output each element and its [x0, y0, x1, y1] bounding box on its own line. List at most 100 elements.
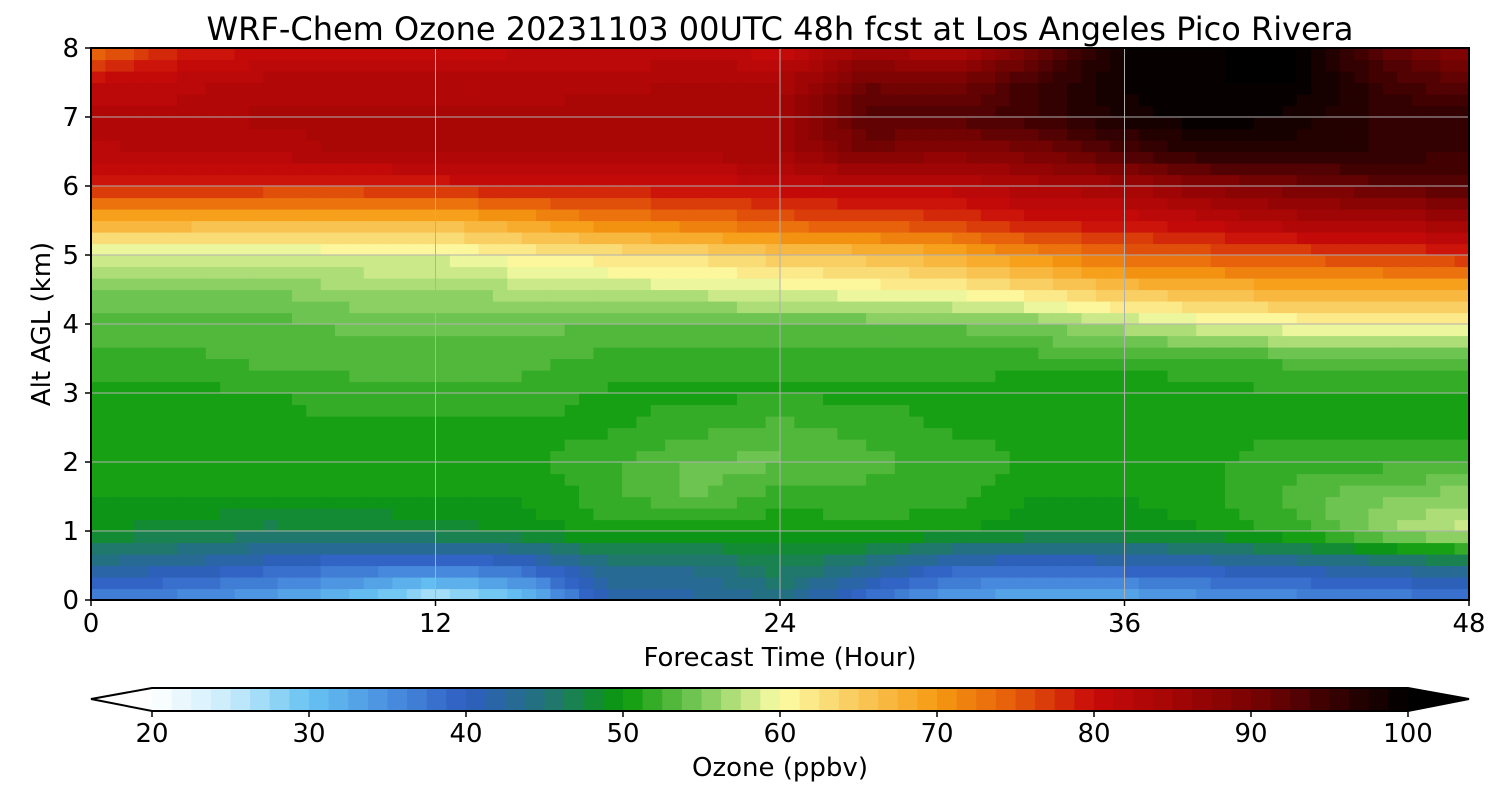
- heatmap-cell: [751, 416, 767, 429]
- heatmap-cell: [105, 312, 121, 325]
- heatmap-cell: [535, 186, 551, 199]
- heatmap-cell: [952, 197, 968, 210]
- heatmap-cell: [1153, 427, 1169, 440]
- heatmap-cell: [91, 404, 106, 417]
- heatmap-cell: [205, 71, 221, 84]
- heatmap-cell: [421, 94, 437, 107]
- heatmap-cell: [995, 117, 1011, 130]
- heatmap-cell: [363, 117, 379, 130]
- heatmap-cell: [1110, 531, 1126, 544]
- heatmap-cell: [780, 289, 795, 302]
- heatmap-cell: [966, 289, 982, 302]
- heatmap-cell: [1368, 565, 1384, 578]
- heatmap-cell: [665, 531, 681, 544]
- heatmap-cell: [507, 117, 523, 130]
- heatmap-cell: [579, 105, 594, 118]
- heatmap-cell: [679, 358, 695, 371]
- heatmap-cell: [751, 105, 767, 118]
- heatmap-cell: [535, 393, 551, 406]
- heatmap-cell: [794, 289, 810, 302]
- heatmap-cell: [1052, 289, 1068, 302]
- heatmap-cell: [1024, 404, 1039, 417]
- heatmap-cell: [507, 105, 523, 118]
- heatmap-cell: [478, 220, 494, 233]
- heatmap-cell: [823, 140, 839, 153]
- heatmap-cell: [1110, 554, 1126, 567]
- heatmap-cell: [866, 301, 882, 314]
- heatmap-cell: [780, 519, 795, 532]
- heatmap-cell: [607, 324, 623, 337]
- heatmap-cell: [1368, 531, 1384, 544]
- heatmap-cell: [1038, 381, 1054, 394]
- heatmap-cell: [535, 151, 551, 164]
- heatmap-cell: [1196, 209, 1212, 222]
- heatmap-cell: [421, 197, 437, 210]
- heatmap-cell: [808, 370, 824, 383]
- heatmap-cell: [177, 94, 193, 107]
- heatmap-cell: [1239, 565, 1255, 578]
- heatmap-cell: [220, 186, 236, 199]
- heatmap-cell: [306, 232, 322, 245]
- heatmap-cell: [1397, 232, 1413, 245]
- heatmap-cell: [1138, 462, 1154, 475]
- heatmap-cell: [736, 209, 752, 222]
- heatmap-cell: [794, 416, 810, 429]
- heatmap-cell: [1425, 59, 1441, 72]
- colorbar-cell: [544, 688, 565, 711]
- heatmap-cell: [349, 381, 365, 394]
- heatmap-cell: [406, 565, 422, 578]
- heatmap-cell: [693, 519, 709, 532]
- heatmap-cell: [1239, 312, 1255, 325]
- heatmap-cell: [162, 163, 178, 176]
- heatmap-cell: [449, 82, 465, 95]
- heatmap-cell: [894, 542, 910, 555]
- heatmap-cell: [320, 450, 336, 463]
- heatmap-cell: [679, 220, 695, 233]
- heatmap-cell: [392, 117, 408, 130]
- heatmap-cell: [622, 186, 638, 199]
- heatmap-cell: [134, 48, 150, 61]
- heatmap-cell: [909, 427, 925, 440]
- heatmap-cell: [780, 301, 795, 314]
- heatmap-cell: [1138, 163, 1154, 176]
- heatmap-cell: [378, 370, 394, 383]
- heatmap-cell: [1440, 450, 1456, 463]
- heatmap-cell: [851, 82, 867, 95]
- heatmap-cell: [679, 439, 695, 452]
- heatmap-cell: [622, 232, 638, 245]
- heatmap-cell: [1425, 335, 1441, 348]
- heatmap-cell: [320, 473, 336, 486]
- heatmap-cell: [794, 186, 810, 199]
- heatmap-cell: [636, 531, 652, 544]
- heatmap-cell: [880, 186, 896, 199]
- heatmap-cell: [263, 335, 279, 348]
- heatmap-cell: [535, 220, 551, 233]
- heatmap-cell: [837, 289, 853, 302]
- heatmap-cell: [148, 404, 164, 417]
- heatmap-cell: [980, 416, 996, 429]
- heatmap-cell: [291, 71, 307, 84]
- heatmap-cell: [162, 358, 178, 371]
- heatmap-cell: [162, 140, 178, 153]
- heatmap-cell: [1454, 370, 1470, 383]
- heatmap-cell: [1311, 117, 1327, 130]
- heatmap-cell: [1196, 48, 1212, 61]
- heatmap-cell: [952, 140, 968, 153]
- heatmap-cell: [406, 450, 422, 463]
- heatmap-cell: [593, 140, 609, 153]
- heatmap-cell: [220, 519, 236, 532]
- heatmap-cell: [607, 232, 623, 245]
- heatmap-cell: [220, 427, 236, 440]
- heatmap-cell: [607, 496, 623, 509]
- heatmap-cell: [952, 439, 968, 452]
- heatmap-cell: [91, 163, 106, 176]
- heatmap-cell: [607, 301, 623, 314]
- heatmap-cell: [665, 94, 681, 107]
- colorbar-cell: [642, 688, 663, 711]
- heatmap-cell: [263, 531, 279, 544]
- heatmap-cell: [1325, 278, 1341, 291]
- heatmap-cell: [177, 404, 193, 417]
- heatmap-cell: [1311, 301, 1327, 314]
- colorbar-cell: [171, 688, 192, 711]
